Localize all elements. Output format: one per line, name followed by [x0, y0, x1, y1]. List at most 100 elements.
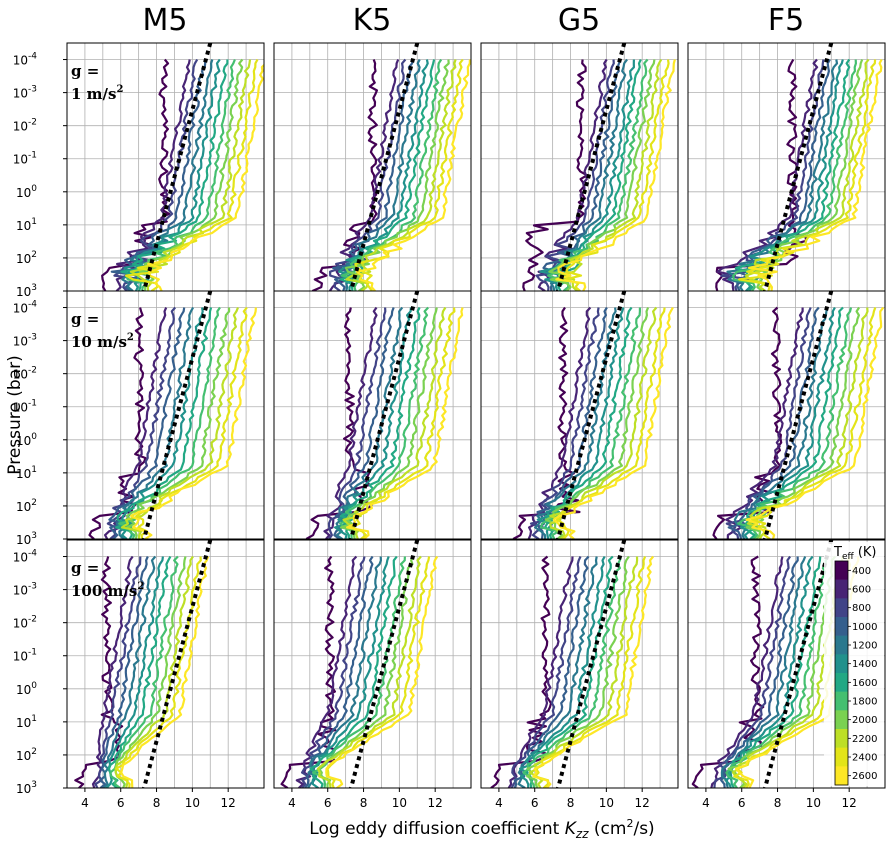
- profile-teff-600: [115, 59, 191, 291]
- colorbar-swatch-400: [835, 561, 848, 580]
- colorbar-label-1800: 1800: [852, 697, 877, 708]
- profile-teff-2600: [748, 58, 883, 291]
- y-tick-labels: 10-4 10-3 10-2 10-1 100 101 102 103: [13, 52, 67, 299]
- colorbar-label-2600: 2600: [852, 771, 877, 782]
- y-tick-label: 10-1: [13, 151, 37, 167]
- y-tick-label: 102: [16, 250, 37, 266]
- y-axis-label: Pressure (bar): [5, 355, 25, 474]
- colorbar-swatch-2400: [835, 747, 848, 767]
- colorbar-label-800: 800: [852, 603, 871, 614]
- x-tick-label: 12: [842, 796, 857, 810]
- profile-teff-1200: [733, 307, 828, 539]
- colorbar-swatch-2600: [835, 766, 848, 786]
- y-tick-label: 10-1: [13, 648, 37, 664]
- colorbar-label-600: 600: [852, 585, 871, 596]
- profile-teff-2400: [564, 59, 670, 291]
- gravity-label-prefix: g =: [71, 559, 99, 577]
- reference-dotted-line: [556, 291, 627, 539]
- profile-teff-1400: [724, 555, 814, 788]
- y-tick-labels: 10-4 10-3 10-2 10-1 100 101 102 103: [13, 549, 67, 796]
- profile-teff-2400: [124, 58, 259, 291]
- x-tick-label: 8: [153, 796, 161, 810]
- profile-curves: [522, 58, 676, 291]
- profile-teff-2400: [750, 307, 877, 539]
- profile-teff-400: [512, 306, 581, 539]
- column-title-k5: K5: [353, 3, 392, 38]
- y-tick-label: 103: [16, 531, 37, 547]
- panel-background: [481, 540, 678, 788]
- profile-teff-1600: [107, 555, 172, 788]
- x-tick-label: 6: [531, 796, 539, 810]
- profile-teff-1000: [727, 306, 820, 539]
- panel-frame: [273, 290, 472, 540]
- profile-teff-1000: [304, 555, 374, 788]
- profile-teff-1200: [339, 58, 421, 291]
- panel-background: [274, 540, 471, 788]
- column-title-g5: G5: [558, 3, 600, 38]
- panel-frame: [273, 539, 472, 789]
- y-tick-label: 102: [16, 498, 37, 514]
- profile-teff-2600: [745, 306, 885, 539]
- panel-m5-row-1: 10-4 10-3 10-2 10-1 100 101 102 103 g = 1 m/s2: [13, 42, 265, 299]
- y-tick-label: 10-2: [13, 118, 37, 134]
- profile-teff-2600: [130, 307, 257, 539]
- profile-teff-800: [106, 306, 177, 539]
- profile-teff-1200: [102, 555, 157, 788]
- profile-teff-1200: [115, 306, 195, 539]
- y-tick-label: 10-3: [13, 333, 37, 349]
- profile-teff-2600: [555, 59, 676, 291]
- profile-teff-2400: [738, 59, 877, 291]
- profile-teff-2200: [558, 58, 663, 291]
- profile-teff-600: [537, 58, 608, 291]
- colorbar-frame: [834, 560, 849, 786]
- y-tick-label: 10-4: [13, 300, 38, 316]
- colorbar-label-1000: 1000: [852, 622, 877, 633]
- y-tick-label: 100: [16, 184, 37, 200]
- colorbar-swatch-2200: [835, 729, 848, 748]
- colorbar-swatch-800: [835, 598, 848, 618]
- reference-dotted-line: [349, 43, 420, 291]
- profile-teff-600: [725, 307, 804, 539]
- column-title-f5: F5: [768, 3, 804, 38]
- profile-teff-800: [329, 58, 407, 291]
- profile-teff-1600: [339, 306, 421, 539]
- x-tick-label: 8: [567, 796, 575, 810]
- reference-dotted-line: [763, 43, 834, 291]
- colorbar-title: Teff (K): [833, 545, 877, 562]
- x-tick-label: 8: [774, 796, 782, 810]
- colorbar-label-1400: 1400: [852, 659, 877, 670]
- profile-teff-2000: [544, 307, 650, 539]
- x-tick-label: 4: [288, 796, 296, 810]
- x-tick-label: 6: [324, 796, 332, 810]
- profile-teff-2600: [355, 59, 471, 291]
- profile-teff-2400: [555, 307, 666, 539]
- reference-dotted-line: [556, 43, 627, 291]
- x-tick-label: 6: [117, 796, 125, 810]
- profile-teff-2600: [552, 306, 674, 539]
- profile-teff-1400: [539, 59, 636, 291]
- profile-teff-1400: [310, 556, 390, 788]
- profile-teff-800: [94, 556, 142, 788]
- colorbar-swatch-600: [835, 579, 848, 599]
- reference-dotted-line: [142, 291, 213, 539]
- panel-frame: [687, 290, 886, 540]
- profile-teff-2600: [147, 59, 264, 291]
- gravity-label-prefix: g =: [71, 310, 99, 328]
- reference-dotted-line: [763, 291, 834, 539]
- profile-teff-1600: [557, 59, 642, 291]
- colorbar-label-2400: 2400: [852, 753, 877, 764]
- x-axis-label: Log eddy diffusion coefficient Kzz (cm2/…: [309, 817, 654, 841]
- profile-teff-1400: [337, 59, 429, 291]
- reference-dotted-line: [142, 540, 213, 788]
- profile-teff-2200: [129, 59, 252, 291]
- panel-frame: [480, 539, 679, 789]
- y-tick-label: 101: [16, 714, 37, 730]
- colorbar-swatch-2000: [835, 710, 848, 730]
- reference-dotted-line: [142, 43, 213, 291]
- profile-teff-1800: [109, 555, 179, 788]
- profile-teff-1400: [745, 59, 844, 291]
- panel-k5-row-1: [273, 42, 472, 292]
- profile-teff-2000: [340, 307, 438, 539]
